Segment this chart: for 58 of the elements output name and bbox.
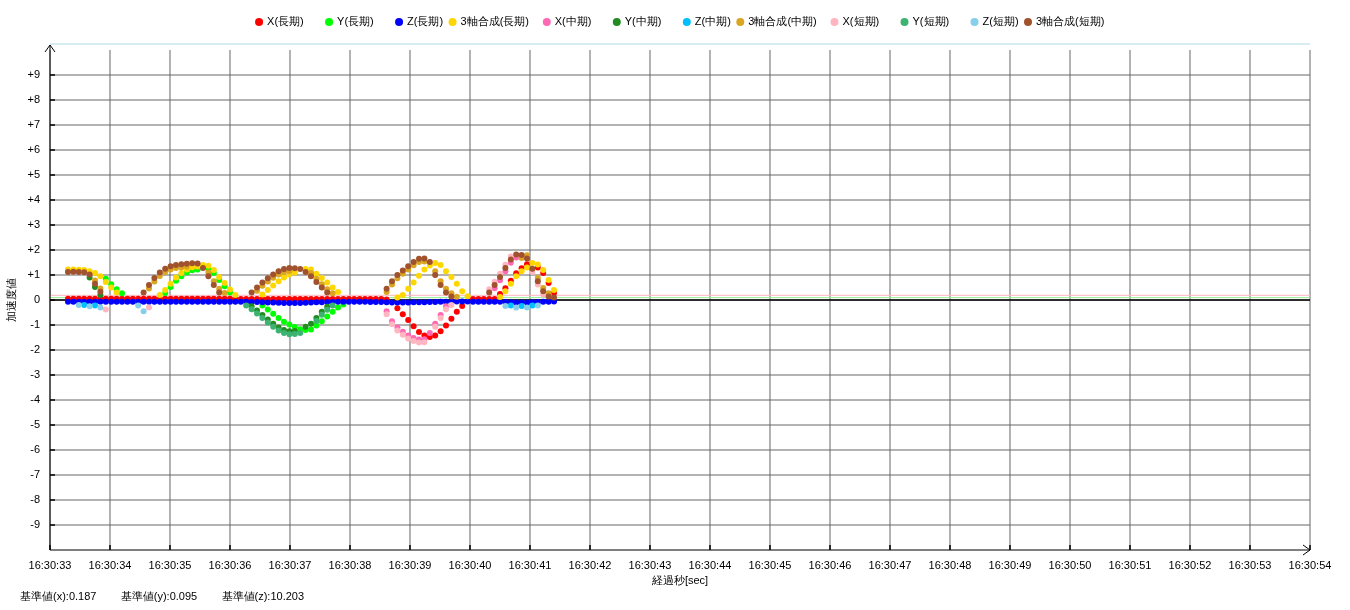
text: 基準値(z):10.203 xyxy=(221,589,305,602)
y-tick-label: -9 xyxy=(30,517,40,530)
y-tick-label: -6 xyxy=(30,442,40,455)
y-tick-label: -5 xyxy=(30,417,40,430)
x-tick-label: 16:30:33 xyxy=(28,558,72,571)
text: 基準値(x):0.187 xyxy=(20,589,97,602)
y-tick-label: +6 xyxy=(27,142,40,155)
y-tick-label: +7 xyxy=(27,117,40,130)
legend-label: 3軸合成(短期) xyxy=(1036,14,1105,27)
x-tick-label: 16:30:37 xyxy=(268,558,312,571)
y-tick-label: -8 xyxy=(30,492,40,505)
y-tick-label: +8 xyxy=(27,92,40,105)
legend-label: Y(中期) xyxy=(624,14,662,27)
x-tick-label: 16:30:36 xyxy=(208,558,252,571)
x-tick-label: 16:30:44 xyxy=(688,558,732,571)
x-tick-label: 16:30:47 xyxy=(868,558,912,571)
legend-label: Y(短期) xyxy=(912,14,950,27)
x-tick-label: 16:30:39 xyxy=(388,558,432,571)
x-tick-label: 16:30:34 xyxy=(88,558,132,571)
x-tick-label: 16:30:43 xyxy=(628,558,672,571)
x-tick-label: 16:30:38 xyxy=(328,558,372,571)
x-tick-label: 16:30:48 xyxy=(928,558,972,571)
x-tick-label: 16:30:35 xyxy=(148,558,192,571)
y-tick-label: +3 xyxy=(27,217,40,230)
legend-label: Z(中期) xyxy=(694,14,731,27)
x-tick-label: 16:30:52 xyxy=(1168,558,1212,571)
y-tick-label: -3 xyxy=(30,367,40,380)
text: 基準値(y):0.095 xyxy=(120,589,198,602)
legend-label: 3軸合成(長期) xyxy=(460,14,530,27)
y-tick-label: -7 xyxy=(30,467,40,480)
y-axis-title: 加速度値 xyxy=(4,278,17,322)
y-tick-label: +9 xyxy=(27,67,40,80)
y-tick-label: 0 xyxy=(33,292,40,305)
legend-label: X(短期) xyxy=(842,14,880,27)
y-tick-label: +2 xyxy=(27,242,40,255)
y-tick-label: -4 xyxy=(30,392,40,405)
legend-label: Y(長期) xyxy=(337,14,374,27)
x-axis-title: 経過秒[sec] xyxy=(650,573,709,586)
legend-label: X(長期) xyxy=(267,14,304,27)
x-tick-label: 16:30:53 xyxy=(1228,558,1272,571)
legend-label: X(中期) xyxy=(554,14,592,27)
y-tick-label: -1 xyxy=(30,317,40,330)
x-tick-label: 16:30:41 xyxy=(508,558,552,571)
x-tick-label: 16:30:45 xyxy=(748,558,792,571)
y-tick-label: +5 xyxy=(27,167,40,180)
x-tick-label: 16:30:40 xyxy=(448,558,492,571)
x-tick-label: 16:30:54 xyxy=(1288,558,1332,571)
legend-label: 3軸合成(中期) xyxy=(748,14,817,27)
x-tick-label: 16:30:42 xyxy=(568,558,612,571)
legend-label: Z(長期) xyxy=(407,14,444,27)
x-tick-label: 16:30:46 xyxy=(808,558,852,571)
legend-label: Z(短期) xyxy=(982,14,1019,27)
y-tick-label: -2 xyxy=(30,342,40,355)
y-tick-label: +1 xyxy=(27,267,40,280)
y-tick-label: +4 xyxy=(27,192,40,205)
x-tick-label: 16:30:50 xyxy=(1048,558,1092,571)
x-tick-label: 16:30:51 xyxy=(1108,558,1152,571)
x-tick-label: 16:30:49 xyxy=(988,558,1032,571)
